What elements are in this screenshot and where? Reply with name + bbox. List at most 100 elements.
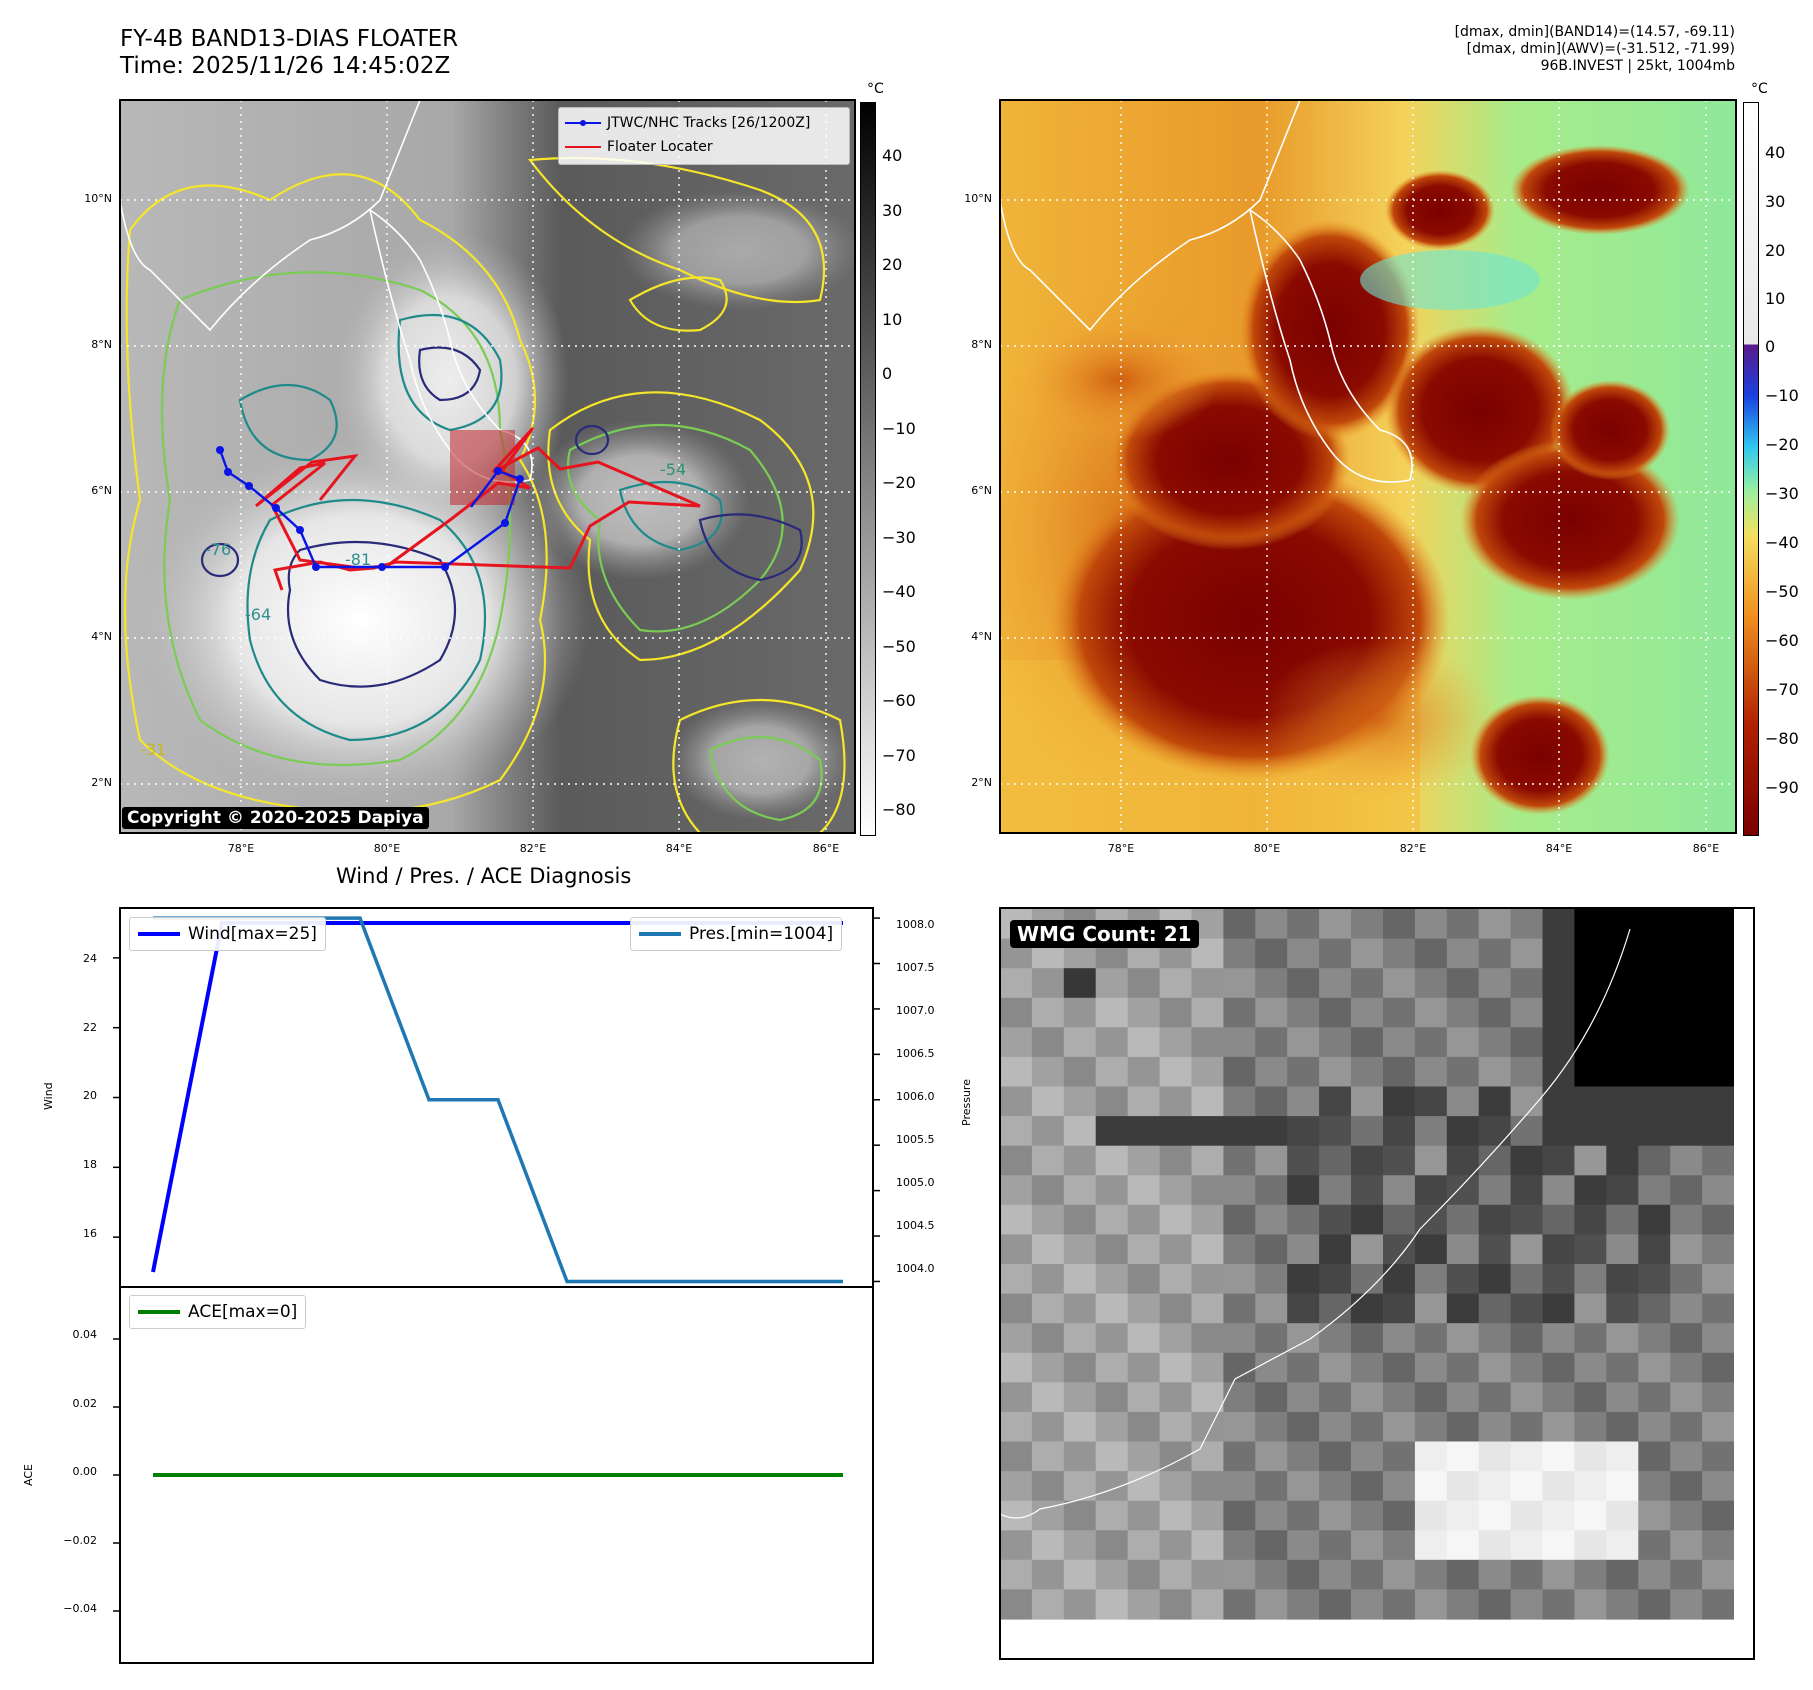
wmg-cell — [1542, 968, 1575, 999]
wmg-cell — [1574, 1559, 1607, 1590]
wmg-cell — [1223, 1500, 1256, 1531]
wmg-cell — [1255, 1471, 1288, 1502]
wmg-cell — [1127, 1589, 1161, 1620]
wmg-cell — [1670, 1027, 1703, 1058]
wmg-cell — [1191, 1175, 1224, 1206]
wmg-cell — [1095, 1441, 1129, 1472]
wmg-cell — [1510, 1204, 1544, 1235]
wmg-cell — [1095, 1145, 1129, 1176]
wmg-cell — [1638, 1530, 1671, 1561]
awv-lat-tick: 8°N — [971, 338, 992, 351]
wmg-cell — [1510, 1175, 1544, 1206]
wmg-cell — [1287, 909, 1320, 940]
wmg-cell — [1638, 1500, 1671, 1531]
awv-lon-tick: 80°E — [1253, 842, 1281, 855]
wmg-cell — [1414, 1559, 1448, 1590]
wmg-cell — [1670, 1175, 1703, 1206]
ir-map-legend: JTWC/NHC Tracks [26/1200Z] Floater Locat… — [558, 107, 850, 165]
wmg-cell — [1127, 1264, 1161, 1295]
wmg-cell — [1542, 1056, 1575, 1088]
wmg-cell — [1095, 1559, 1129, 1590]
wmg-cell — [1095, 1116, 1129, 1147]
wmg-cell — [1191, 1116, 1224, 1147]
wmg-cell — [1031, 997, 1065, 1028]
awv-cb-tick: −90 — [1765, 778, 1799, 797]
wmg-cell — [1510, 997, 1544, 1028]
wmg-cell — [1383, 1411, 1416, 1443]
wmg-cell — [1414, 1264, 1448, 1295]
wmg-cell — [1191, 1027, 1224, 1058]
wmg-cell — [1351, 1264, 1384, 1295]
pressure-legend: Pres.[min=1004] — [630, 917, 843, 951]
wmg-cell — [1000, 1589, 1033, 1620]
wmg-cell — [1383, 1530, 1416, 1561]
wmg-cell — [1255, 1204, 1288, 1235]
wmg-cell — [1574, 968, 1607, 999]
awv-cb-tick: −10 — [1765, 386, 1799, 405]
wmg-cell — [1255, 1264, 1288, 1295]
wmg-cell — [1159, 1352, 1193, 1383]
wmg-cell — [1255, 1145, 1288, 1176]
wmg-cell — [1478, 1204, 1512, 1235]
wmg-cell — [1606, 1056, 1639, 1088]
wmg-cell — [1095, 1264, 1129, 1295]
wmg-cell — [1095, 1086, 1129, 1117]
wmg-cell — [1319, 968, 1352, 999]
wmg-cell — [1542, 1293, 1575, 1324]
wmg-cell — [1351, 1559, 1384, 1590]
wmg-cell — [1000, 1293, 1033, 1324]
wmg-cell — [1255, 938, 1288, 969]
wmg-cell — [1478, 1086, 1512, 1117]
wmg-cell — [1574, 1145, 1607, 1176]
wmg-cell — [1063, 1293, 1097, 1324]
wmg-cell — [1000, 1027, 1033, 1058]
pressure-tick: 1005.0 — [896, 1176, 935, 1189]
wmg-cell — [1574, 1323, 1607, 1354]
wmg-cell — [1287, 1559, 1320, 1590]
ir-cb-tick: −10 — [882, 419, 916, 438]
ir-cb-tick: −20 — [882, 473, 916, 492]
ir-cb-tick: −30 — [882, 528, 916, 547]
wmg-cell — [1638, 1056, 1671, 1088]
wmg-cell — [1095, 1411, 1129, 1443]
wmg-cell — [1478, 1411, 1512, 1443]
wmg-cell — [1542, 1382, 1575, 1413]
wmg-cell — [1159, 1471, 1193, 1502]
wmg-cell — [1542, 1559, 1575, 1590]
wmg-cell — [1574, 1175, 1607, 1206]
wmg-cell — [1702, 1293, 1734, 1324]
ace-tick: 0.02 — [72, 1397, 98, 1410]
wmg-cell — [1223, 938, 1256, 969]
ace-legend-label: ACE[max=0] — [188, 1302, 298, 1322]
wmg-cell — [1574, 1264, 1607, 1295]
jtwc-track-points — [216, 446, 524, 571]
wmg-cell — [1223, 1116, 1256, 1147]
wmg-cell — [1127, 1323, 1161, 1354]
pressure-legend-label: Pres.[min=1004] — [689, 924, 834, 944]
wmg-cell — [1063, 1530, 1097, 1561]
wmg-cell — [1255, 1293, 1288, 1324]
wmg-cell — [1000, 1471, 1033, 1502]
wmg-cell — [1319, 1589, 1352, 1620]
wmg-cell — [1000, 1382, 1033, 1413]
wmg-cell — [1031, 1234, 1065, 1265]
wmg-cell — [1446, 1589, 1480, 1620]
ir-lon-tick: 78°E — [227, 842, 255, 855]
wmg-cell — [1670, 909, 1703, 940]
wmg-cell — [1000, 1204, 1033, 1235]
awv-cb-tick: −50 — [1765, 582, 1799, 601]
wmg-cell — [1351, 1530, 1384, 1561]
wmg-cell — [1287, 1471, 1320, 1502]
wmg-cell — [1319, 997, 1352, 1028]
wmg-cell — [1670, 1145, 1703, 1176]
wmg-cell — [1542, 997, 1575, 1028]
wmg-cell — [1287, 1411, 1320, 1443]
wind-tick: 22 — [83, 1021, 97, 1034]
wmg-cell — [1191, 968, 1224, 999]
wmg-cell — [1638, 997, 1671, 1028]
wmg-cell — [1223, 1027, 1256, 1058]
wmg-cell — [1510, 1145, 1544, 1176]
wmg-cell — [1606, 1352, 1639, 1383]
wmg-cell — [1319, 938, 1352, 969]
wmg-cell — [1414, 1056, 1448, 1088]
